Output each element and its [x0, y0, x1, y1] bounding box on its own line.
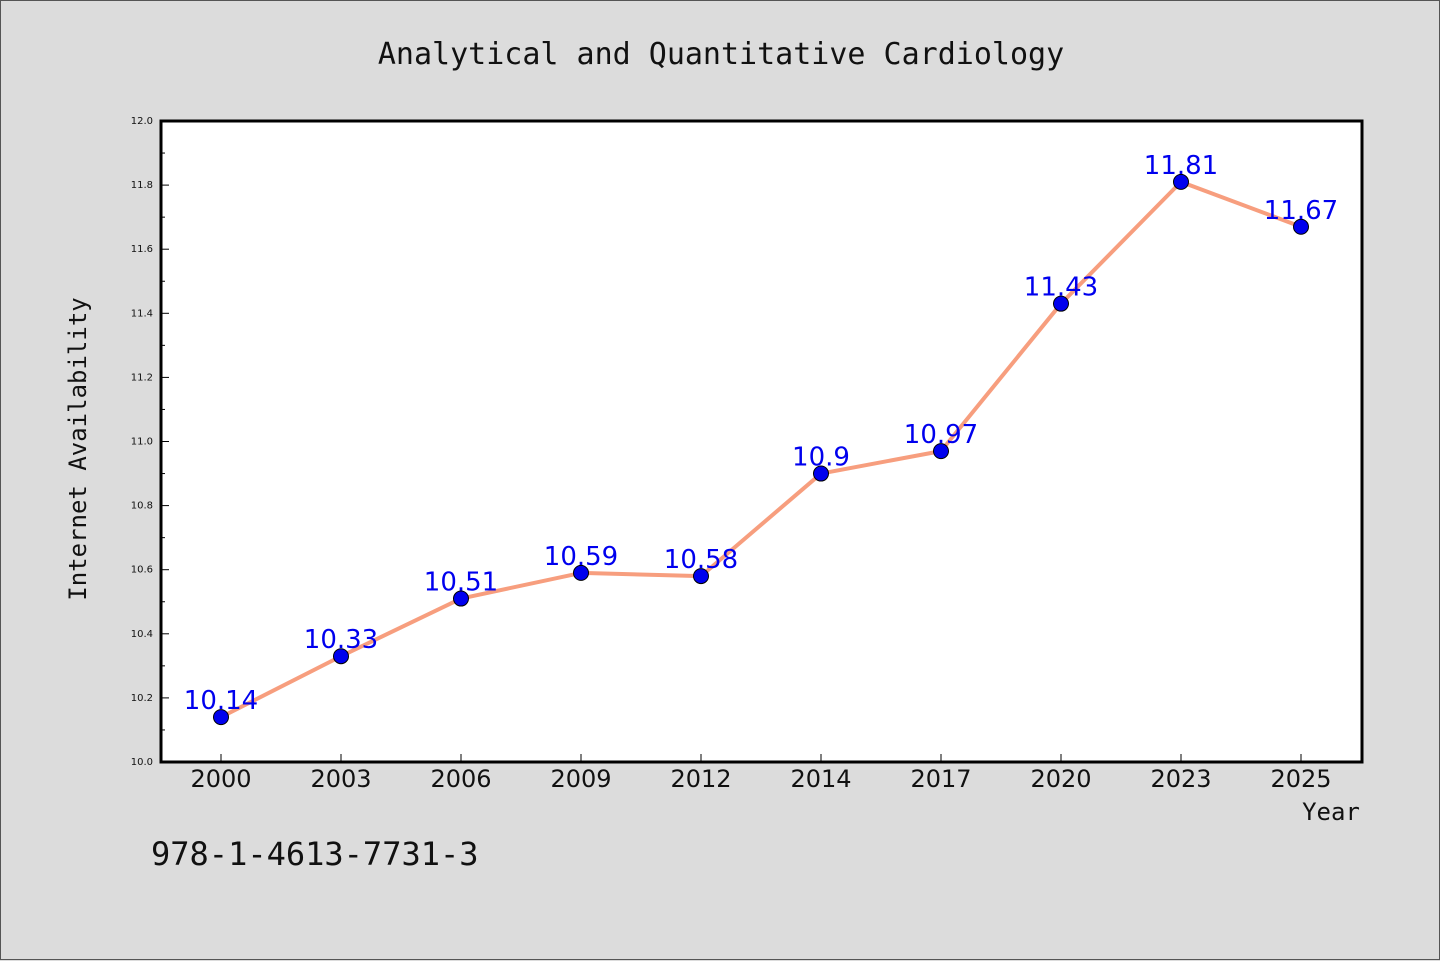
- x-tick-label: 2003: [310, 765, 371, 793]
- x-tick-label: 2006: [430, 765, 491, 793]
- y-tick-label: 10.0: [131, 757, 153, 768]
- y-tick-label: 11.0: [131, 437, 153, 448]
- y-tick-label: 10.2: [131, 693, 153, 704]
- data-point-marker: [1293, 218, 1309, 235]
- y-tick-label: 12.0: [131, 116, 153, 127]
- x-tick-label: 2017: [910, 765, 971, 793]
- x-tick-label: 2014: [790, 765, 851, 793]
- data-label: 11.81: [1144, 151, 1218, 181]
- data-label: 10.51: [424, 568, 498, 598]
- data-point-marker: [1053, 295, 1069, 312]
- data-point-marker: [573, 564, 589, 581]
- data-point-marker: [693, 568, 709, 585]
- x-tick-label: 2023: [1150, 765, 1211, 793]
- data-label: 10.9: [792, 443, 850, 473]
- chart-title: Analytical and Quantitative Cardiology: [378, 37, 1064, 72]
- y-axis-label: Internet Availability: [64, 297, 92, 600]
- axis-ticks: 10.0 10.2 10.4 10.6 10.8 11.0 11.2 11.4 11.6 11.8…: [131, 116, 1332, 793]
- data-label: 10.14: [184, 686, 258, 716]
- series-line: [220, 179, 1302, 719]
- data-label: 10.58: [664, 545, 738, 575]
- data-point-marker: [813, 465, 829, 482]
- data-point-marker: [933, 443, 949, 460]
- x-tick-label: 2025: [1270, 765, 1331, 793]
- data-label: 11.67: [1264, 196, 1338, 226]
- x-tick-label: 2020: [1030, 765, 1091, 793]
- data-label: 10.97: [904, 420, 978, 450]
- x-tick-label: 2012: [670, 765, 731, 793]
- isbn-text: 978-1-4613-7731-3: [151, 835, 479, 873]
- data-point-marker: [333, 648, 349, 665]
- data-series: 10.14 10.33 10.51 10.59 10.58 10.9 10.97 11.43 1…: [184, 151, 1338, 726]
- data-point-marker: [213, 709, 229, 726]
- plot-area: [161, 121, 1362, 762]
- y-tick-label: 10.8: [131, 501, 153, 512]
- data-label: 10.59: [544, 542, 618, 572]
- x-tick-label: 2000: [190, 765, 251, 793]
- plot-border: [159, 119, 1364, 764]
- y-tick-label: 11.6: [131, 244, 153, 255]
- y-tick-label: 10.6: [131, 565, 153, 576]
- data-label: 11.43: [1024, 273, 1098, 303]
- y-tick-label: 11.2: [131, 372, 153, 383]
- x-tick-label: 2009: [550, 765, 611, 793]
- data-point-marker: [1173, 173, 1189, 190]
- data-label: 10.33: [304, 625, 378, 655]
- y-tick-label: 11.4: [131, 308, 153, 319]
- x-axis-label: Year: [1302, 798, 1360, 826]
- data-point-marker: [453, 590, 469, 607]
- y-tick-label: 11.8: [131, 180, 153, 191]
- y-tick-label: 10.4: [131, 629, 153, 640]
